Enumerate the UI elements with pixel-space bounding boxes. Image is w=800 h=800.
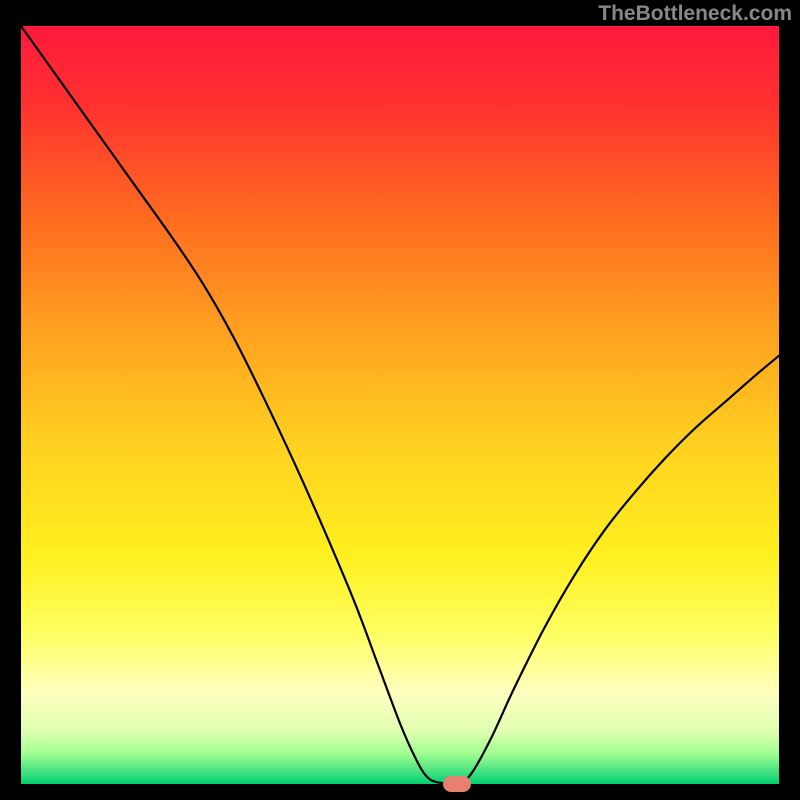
watermark-text: TheBottleneck.com — [598, 2, 792, 26]
plot-area — [21, 26, 779, 784]
minimum-marker — [443, 776, 471, 792]
chart-container: TheBottleneck.com — [0, 0, 800, 800]
bottleneck-curve — [21, 26, 779, 784]
